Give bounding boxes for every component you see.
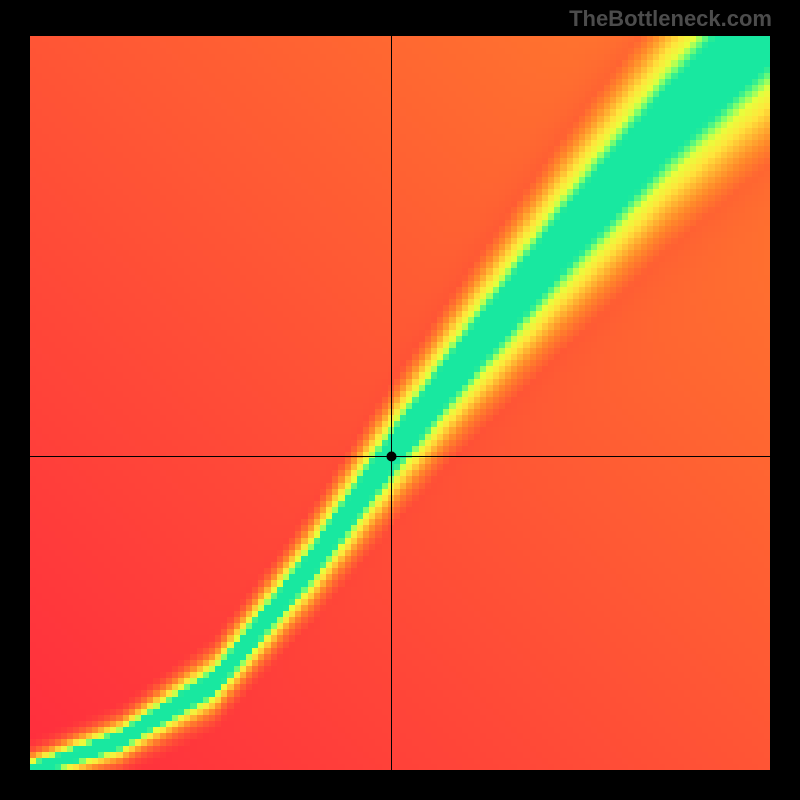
chart-container: TheBottleneck.com (0, 0, 800, 800)
bottleneck-heatmap (30, 36, 770, 770)
watermark-text: TheBottleneck.com (569, 6, 772, 32)
